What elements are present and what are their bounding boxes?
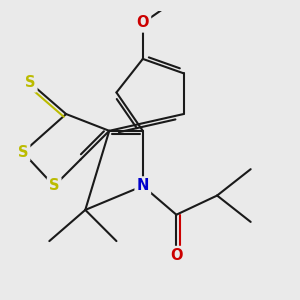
Text: S: S <box>25 75 35 90</box>
Text: S: S <box>49 178 59 194</box>
Text: S: S <box>18 145 28 160</box>
Text: O: O <box>136 16 149 31</box>
Text: O: O <box>170 248 183 263</box>
Text: N: N <box>136 178 149 194</box>
